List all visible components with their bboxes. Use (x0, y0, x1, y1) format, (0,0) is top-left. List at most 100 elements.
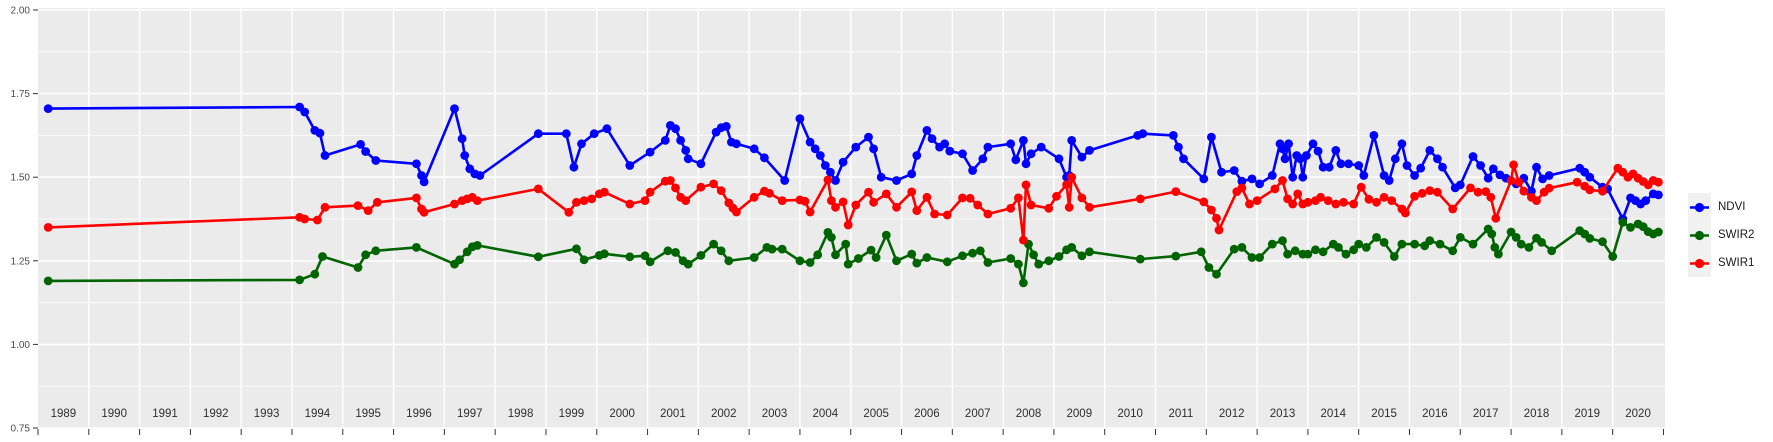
data-point (1199, 174, 1209, 184)
data-point (1487, 229, 1497, 239)
data-point (1026, 200, 1036, 210)
x-tick-label: 2003 (762, 408, 788, 420)
x-tick-label: 1991 (152, 408, 178, 420)
x-tick-label: 1995 (355, 408, 381, 420)
data-point (1011, 155, 1021, 165)
data-point (356, 140, 365, 149)
data-point (827, 196, 836, 206)
data-point (1067, 136, 1077, 145)
data-point (1207, 205, 1216, 215)
x-tick-label: 1990 (101, 408, 127, 420)
data-point (1369, 131, 1379, 140)
data-point (561, 129, 571, 139)
data-point (864, 132, 873, 142)
data-point (1019, 136, 1028, 145)
data-point (1417, 188, 1427, 198)
data-point (696, 159, 706, 169)
data-point (1654, 177, 1663, 187)
data-point (1481, 187, 1491, 197)
data-point (1466, 183, 1475, 193)
x-tick-label: 2006 (914, 408, 940, 420)
data-point (671, 183, 680, 193)
legend-item-swir2: SWIR2 (1688, 221, 1754, 249)
x-tick-label: 2007 (965, 408, 991, 420)
data-point (1425, 146, 1435, 155)
data-point (1356, 182, 1366, 192)
data-point (1538, 174, 1547, 184)
data-point (930, 209, 939, 219)
data-point (1455, 180, 1465, 190)
data-point (805, 137, 815, 147)
x-tick-label: 1992 (203, 408, 229, 420)
data-point (1425, 186, 1435, 196)
data-point (1547, 246, 1557, 256)
series-ndvi (43, 102, 1663, 224)
data-point (1054, 154, 1064, 164)
x-tick-label: 1994 (305, 408, 331, 420)
data-point (577, 139, 586, 149)
data-point (864, 187, 873, 197)
data-point (683, 259, 693, 269)
data-point (1138, 129, 1148, 139)
data-point (869, 197, 878, 207)
data-point (361, 250, 370, 260)
x-tick-label: 2008 (1016, 408, 1042, 420)
data-point (907, 187, 917, 197)
data-point (533, 129, 543, 139)
data-point (412, 193, 421, 203)
data-point (1379, 238, 1389, 247)
data-point (1247, 253, 1257, 262)
data-point (600, 187, 609, 197)
data-point (572, 244, 581, 254)
data-point (1280, 154, 1290, 164)
data-point (1334, 243, 1343, 252)
data-point (892, 202, 901, 212)
data-point (300, 214, 310, 224)
data-point (732, 139, 741, 149)
data-point (1245, 199, 1254, 209)
data-point (721, 122, 731, 131)
data-point (450, 104, 459, 113)
data-point (1006, 254, 1016, 263)
data-point (831, 176, 840, 185)
data-point (1372, 233, 1381, 242)
legend-label-swir2: SWIR2 (1718, 229, 1755, 241)
data-point (1270, 184, 1280, 194)
data-point (1331, 146, 1341, 155)
data-point (942, 210, 952, 220)
data-point (1052, 191, 1061, 201)
data-point (827, 233, 836, 242)
data-point (412, 159, 421, 169)
data-point (1085, 202, 1094, 212)
x-tick-label: 2019 (1574, 408, 1600, 420)
data-point (1062, 180, 1071, 190)
data-point (1288, 172, 1298, 182)
x-tick-label: 1999 (559, 408, 585, 420)
x-tick-label: 1997 (457, 408, 483, 420)
data-point (1410, 191, 1419, 201)
data-point (1034, 259, 1044, 269)
data-point (820, 161, 830, 170)
data-point (1278, 144, 1287, 154)
data-point (1359, 171, 1369, 180)
data-point (579, 255, 589, 265)
data-point (1302, 151, 1311, 160)
data-point (1608, 252, 1618, 261)
line-point-icon (1690, 258, 1709, 268)
data-point (1537, 238, 1546, 247)
data-point (876, 172, 886, 182)
data-point (1491, 213, 1501, 223)
data-point (43, 104, 53, 113)
x-tick-label: 2005 (863, 408, 889, 420)
data-point (945, 146, 955, 156)
legend-key-swir1 (1688, 249, 1711, 277)
data-point (371, 156, 381, 165)
data-point (676, 136, 685, 145)
data-point (1372, 197, 1381, 207)
data-point (983, 258, 993, 267)
data-point (353, 201, 363, 211)
data-point (892, 176, 901, 185)
data-point (1229, 244, 1239, 254)
data-point (1468, 239, 1478, 249)
x-tick-label: 2015 (1371, 408, 1397, 420)
